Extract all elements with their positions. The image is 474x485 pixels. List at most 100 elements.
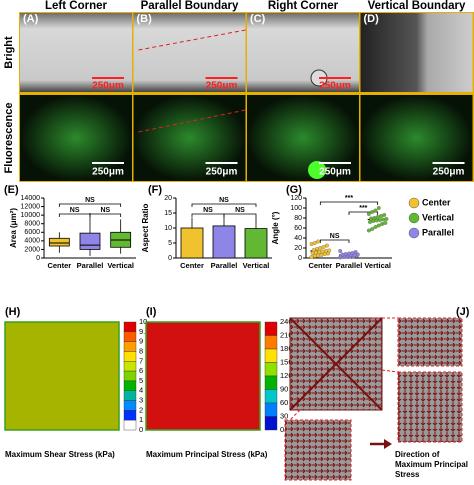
y-tick-label: 2000 xyxy=(24,246,40,253)
bright-image xyxy=(360,13,473,92)
point xyxy=(383,221,388,225)
colorbar-label: 9.5 xyxy=(139,327,149,336)
x-tick-label: Vertical xyxy=(243,261,270,270)
panel-label: (C) xyxy=(250,13,266,25)
colorbar-band xyxy=(264,389,278,404)
axes xyxy=(305,198,392,259)
scale-label: 250μm xyxy=(206,81,238,92)
legend-label: Center xyxy=(422,197,451,207)
fluorescence-image xyxy=(133,95,246,181)
column-header: Left Corner xyxy=(45,0,108,12)
y-tick-label: 14000 xyxy=(21,195,41,202)
point xyxy=(320,249,325,254)
significance-label: NS xyxy=(235,207,245,214)
y-tick-label: 5 xyxy=(168,240,172,247)
point xyxy=(377,218,382,222)
y-tick-label: 0 xyxy=(168,255,172,262)
panel-label: (B) xyxy=(137,13,153,25)
bubble xyxy=(308,161,326,179)
x-tick-label: Vertical xyxy=(107,261,134,270)
y-tick-label: 80 xyxy=(294,215,302,222)
colorbar-band xyxy=(264,321,278,336)
point xyxy=(318,246,323,250)
panel-label: (I) xyxy=(146,306,157,318)
colorbar-label: 30 xyxy=(280,411,288,420)
panel-label: (J) xyxy=(456,306,470,318)
x-tick-label: Center xyxy=(308,261,332,270)
fluorescence-image xyxy=(247,95,359,181)
colorbar-band xyxy=(123,361,137,372)
point xyxy=(327,248,332,253)
scale-label: 250μm xyxy=(92,81,124,92)
point xyxy=(355,252,360,257)
y-tick-label: 10000 xyxy=(21,212,41,219)
point xyxy=(380,222,385,226)
panel-label: (D) xyxy=(364,13,380,25)
significance-label: NS xyxy=(100,207,110,214)
scale-label: 250μm xyxy=(206,167,238,178)
significance-label: *** xyxy=(345,195,353,202)
significance-label: NS xyxy=(70,207,80,214)
significance-label: NS xyxy=(330,233,340,240)
scale-label: 250μm xyxy=(319,167,351,178)
point xyxy=(353,250,358,254)
colorbar-label: 4 xyxy=(139,386,143,395)
fluorescence-image xyxy=(360,95,473,181)
legend-swatch xyxy=(408,227,420,239)
y-tick-label: 12000 xyxy=(21,203,41,210)
point xyxy=(381,217,386,222)
significance-bracket xyxy=(89,213,122,217)
x-tick-label: Parallel xyxy=(211,261,238,270)
significance-bracket xyxy=(319,201,379,205)
colorbar-label: 3 xyxy=(139,396,143,405)
y-axis-label: Angle (°) xyxy=(271,211,280,244)
x-tick-label: Vertical xyxy=(364,261,391,270)
point xyxy=(372,216,377,220)
point xyxy=(370,227,375,231)
axes xyxy=(175,198,272,259)
panel-label: (G) xyxy=(286,184,302,196)
point xyxy=(370,210,375,214)
point xyxy=(382,213,387,217)
point xyxy=(373,225,378,229)
point xyxy=(350,251,355,255)
legend-label: Parallel xyxy=(422,227,454,237)
point xyxy=(312,241,317,245)
colorbar-band xyxy=(264,348,278,363)
colorbar-band xyxy=(123,321,137,333)
x-tick-label: Center xyxy=(47,261,71,270)
significance-bracket xyxy=(348,211,379,215)
significance-bracket xyxy=(191,213,225,217)
colorbar-label: 10 xyxy=(139,317,147,326)
panel-label: (F) xyxy=(148,184,162,196)
arrow-caption: Direction of Maximum Principal Stress xyxy=(395,450,468,479)
significance-bracket xyxy=(58,213,91,217)
point xyxy=(315,247,319,251)
point xyxy=(366,212,371,216)
point xyxy=(312,254,317,258)
caption: Maximum Principal Stress (kPa) xyxy=(146,450,268,459)
y-tick-label: 20 xyxy=(294,245,302,252)
colorbar-band xyxy=(123,370,137,382)
x-tick-label: Parallel xyxy=(336,261,363,270)
colorbar-band xyxy=(264,362,278,377)
colorbar-label: 240 xyxy=(280,317,293,326)
colorbar-label: 5 xyxy=(139,376,143,385)
point xyxy=(319,253,324,257)
y-tick-label: 120 xyxy=(290,195,302,202)
point xyxy=(368,220,372,224)
column-header: Vertical Boundary xyxy=(368,0,466,12)
point xyxy=(323,249,328,253)
significance-bracket xyxy=(319,239,350,243)
inset xyxy=(397,371,463,443)
mesh-diagonals xyxy=(289,317,383,411)
y-tick-label: 10 xyxy=(164,225,172,232)
y-tick-label: 0 xyxy=(298,255,302,262)
colorbar-band xyxy=(123,380,137,391)
significance-bracket xyxy=(58,203,122,207)
colorbar-band xyxy=(123,341,137,352)
colorbar-label: 2 xyxy=(139,405,143,414)
colorbar-label: 1 xyxy=(139,415,143,424)
